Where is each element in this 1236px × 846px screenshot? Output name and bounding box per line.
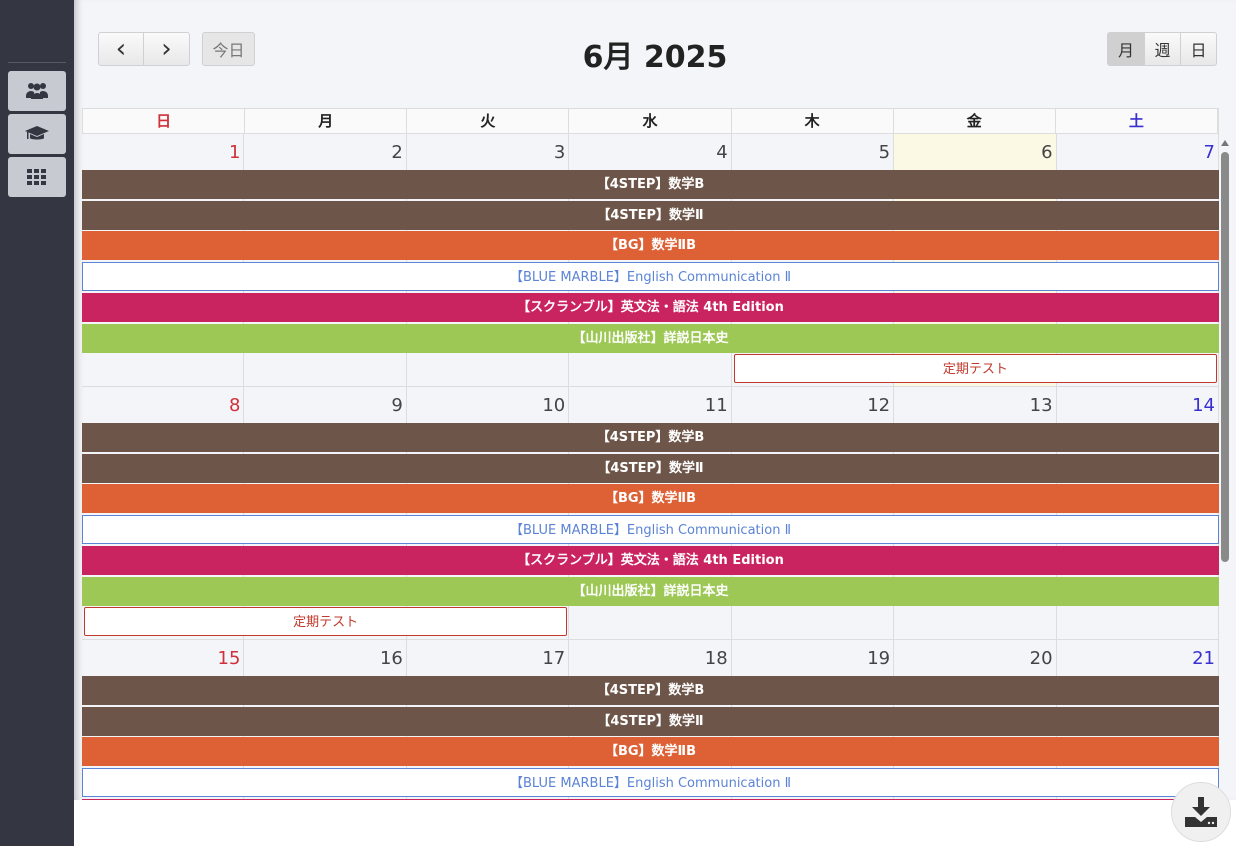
- grid-icon: [27, 169, 46, 185]
- calendar-event[interactable]: 【スクランブル】英文法・語法 4th Edition: [82, 545, 1219, 575]
- calendar-event[interactable]: 【BG】数学ⅡB: [82, 231, 1219, 261]
- view-day-button[interactable]: 日: [1180, 32, 1217, 66]
- page-title: 6月 2025: [582, 40, 728, 75]
- day-number: 6: [1041, 142, 1053, 163]
- day-number: 4: [716, 142, 728, 163]
- apps-button[interactable]: [8, 157, 66, 197]
- calendar-event[interactable]: 【4STEP】数学Ⅱ: [82, 200, 1219, 230]
- day-number: 13: [1029, 395, 1053, 416]
- users-button[interactable]: [8, 71, 66, 111]
- today-button[interactable]: 今日: [202, 32, 255, 66]
- calendar-event[interactable]: 【山川出版社】詳説日本史: [82, 576, 1219, 606]
- graduation-cap-icon: [25, 126, 49, 140]
- calendar-event[interactable]: 【4STEP】数学B: [82, 170, 1219, 199]
- divider: [8, 62, 66, 63]
- day-number: 16: [379, 648, 403, 669]
- calendar-event[interactable]: 定期テスト: [733, 354, 1217, 384]
- week-row: 8 9 10 11 12 13 14 【4STEP】数学B 【4STEP】数学Ⅱ 【BG】数学ⅡB…: [82, 387, 1219, 640]
- day-number: 20: [1029, 648, 1053, 669]
- users-icon: [26, 83, 48, 99]
- calendar-event[interactable]: 【山川出版社】詳説日本史: [82, 323, 1219, 353]
- weekday-mon: 月: [245, 109, 408, 133]
- weekday-sat: 土: [1056, 109, 1218, 133]
- day-number: 5: [878, 142, 891, 163]
- calendar-event[interactable]: 【4STEP】数学Ⅱ: [82, 706, 1219, 736]
- calendar-event[interactable]: 【BLUE MARBLE】English Communication Ⅱ: [82, 768, 1219, 798]
- calendar-body: 1 2 3 4 5 6 7 【4STEP】数学B 【4STEP】数学Ⅱ 【BG】数学ⅡB 【BLUE…: [82, 134, 1232, 800]
- day-number: 15: [217, 648, 241, 669]
- day-number: 21: [1192, 648, 1215, 669]
- scrollbar[interactable]: [1220, 140, 1230, 800]
- day-number: 12: [867, 395, 891, 416]
- courses-button[interactable]: [8, 114, 66, 154]
- calendar-grid: 日 月 火 水 木 金 土: [82, 108, 1219, 134]
- day-number: 8: [228, 395, 241, 416]
- view-month-button[interactable]: 月: [1107, 32, 1145, 66]
- day-number: 2: [391, 142, 403, 163]
- calendar-event[interactable]: 【4STEP】数学B: [82, 423, 1219, 452]
- day-number: 11: [704, 395, 728, 416]
- calendar-event[interactable]: 【4STEP】数学B: [82, 676, 1219, 705]
- week-row: 1 2 3 4 5 6 7 【4STEP】数学B 【4STEP】数学Ⅱ 【BG】数学ⅡB 【BLUE…: [82, 134, 1219, 387]
- day-number: 14: [1192, 395, 1215, 416]
- day-number: 3: [553, 142, 566, 163]
- calendar-event[interactable]: 【BLUE MARBLE】English Communication Ⅱ: [82, 262, 1219, 292]
- weekday-tue: 火: [407, 109, 570, 133]
- calendar-event[interactable]: 【BLUE MARBLE】English Communication Ⅱ: [82, 515, 1219, 545]
- weekday-sun: 日: [83, 109, 246, 133]
- day-number: 10: [542, 395, 566, 416]
- day-number: 7: [1203, 142, 1215, 163]
- calendar-event[interactable]: 定期テスト: [84, 607, 568, 637]
- day-number: 18: [704, 648, 728, 669]
- weekday-fri: 金: [894, 109, 1056, 133]
- view-week-button[interactable]: 週: [1144, 32, 1181, 66]
- calendar-event[interactable]: 【スクランブル】英文法・語法 4th Edition: [82, 292, 1219, 322]
- weekday-thu: 木: [732, 109, 894, 133]
- weekday-header: 日 月 火 水 木 金 土: [82, 108, 1219, 134]
- download-icon: [1185, 797, 1217, 827]
- day-number: 9: [391, 395, 403, 416]
- weekday-wed: 水: [569, 109, 732, 133]
- calendar-event[interactable]: 【BG】数学ⅡB: [82, 484, 1219, 514]
- calendar-event[interactable]: 【BG】数学ⅡB: [82, 737, 1219, 767]
- day-number: 17: [542, 648, 566, 669]
- sidebar: [0, 0, 74, 846]
- next-button[interactable]: ›: [143, 32, 190, 66]
- download-button[interactable]: [1171, 782, 1231, 842]
- calendar-event[interactable]: 【4STEP】数学Ⅱ: [82, 453, 1219, 483]
- calendar-event[interactable]: [82, 798, 1219, 800]
- prev-button[interactable]: ‹: [98, 32, 144, 66]
- day-number: 1: [228, 142, 241, 163]
- day-number: 19: [867, 648, 891, 669]
- week-row: 15 16 17 18 19 20 21 【4STEP】数学B 【4STEP】数学Ⅱ 【BG】数学…: [82, 640, 1219, 800]
